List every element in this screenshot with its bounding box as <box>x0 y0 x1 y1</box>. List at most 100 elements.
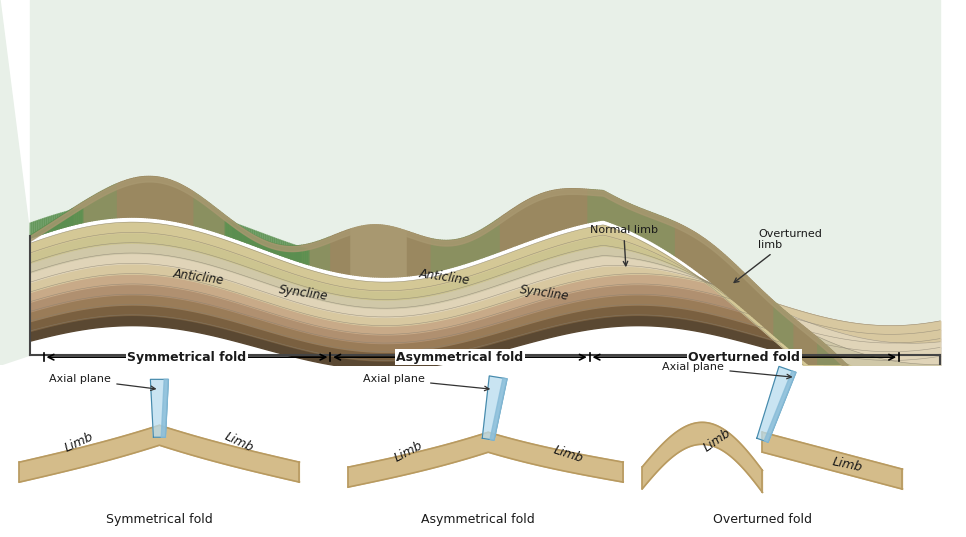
Polygon shape <box>307 244 309 265</box>
Polygon shape <box>500 216 502 251</box>
Polygon shape <box>384 226 385 277</box>
Polygon shape <box>903 410 905 426</box>
Polygon shape <box>642 209 644 237</box>
Polygon shape <box>781 308 783 343</box>
Polygon shape <box>510 210 511 248</box>
Polygon shape <box>305 249 307 264</box>
Polygon shape <box>32 234 34 237</box>
Polygon shape <box>141 177 143 217</box>
Polygon shape <box>285 242 287 258</box>
Polygon shape <box>900 414 901 424</box>
Polygon shape <box>800 323 802 359</box>
Polygon shape <box>65 212 67 227</box>
Polygon shape <box>39 229 41 235</box>
Polygon shape <box>87 199 88 222</box>
Polygon shape <box>346 230 348 274</box>
Polygon shape <box>303 248 305 264</box>
Polygon shape <box>818 338 819 373</box>
Polygon shape <box>788 314 790 350</box>
Polygon shape <box>406 231 408 276</box>
Polygon shape <box>884 401 885 417</box>
Polygon shape <box>258 232 260 248</box>
Polygon shape <box>477 231 478 259</box>
Polygon shape <box>537 195 539 238</box>
Polygon shape <box>675 222 677 257</box>
Polygon shape <box>885 402 887 417</box>
Polygon shape <box>595 190 597 221</box>
Polygon shape <box>127 179 128 217</box>
Polygon shape <box>531 197 533 240</box>
Polygon shape <box>581 189 582 224</box>
Polygon shape <box>104 188 106 219</box>
Polygon shape <box>790 316 792 351</box>
Polygon shape <box>891 404 893 420</box>
Text: Axial plane: Axial plane <box>49 374 156 390</box>
Polygon shape <box>648 212 650 241</box>
Polygon shape <box>355 227 356 275</box>
Polygon shape <box>30 235 32 238</box>
Polygon shape <box>338 233 340 273</box>
Polygon shape <box>283 245 285 257</box>
Polygon shape <box>382 225 384 277</box>
Polygon shape <box>896 411 898 423</box>
Polygon shape <box>687 228 689 265</box>
Polygon shape <box>262 233 264 249</box>
Polygon shape <box>792 317 794 352</box>
Polygon shape <box>494 221 495 254</box>
Polygon shape <box>400 229 402 277</box>
Polygon shape <box>447 241 449 268</box>
Polygon shape <box>469 235 471 262</box>
Polygon shape <box>387 226 389 277</box>
Polygon shape <box>868 387 870 409</box>
Polygon shape <box>170 180 172 221</box>
Polygon shape <box>677 223 679 258</box>
Polygon shape <box>778 305 780 340</box>
Polygon shape <box>726 257 728 296</box>
Polygon shape <box>659 215 661 247</box>
Text: Normal limb: Normal limb <box>589 225 658 266</box>
Text: Syncline: Syncline <box>277 283 328 303</box>
Polygon shape <box>402 230 404 277</box>
Polygon shape <box>54 215 55 230</box>
Polygon shape <box>242 227 243 242</box>
Polygon shape <box>918 416 920 432</box>
Polygon shape <box>771 299 772 333</box>
Polygon shape <box>887 403 889 418</box>
Polygon shape <box>334 234 336 272</box>
Polygon shape <box>466 236 468 263</box>
Polygon shape <box>318 241 320 268</box>
Polygon shape <box>451 240 453 267</box>
Polygon shape <box>262 239 264 249</box>
Polygon shape <box>519 204 521 244</box>
Polygon shape <box>278 244 280 255</box>
Polygon shape <box>628 203 630 230</box>
Polygon shape <box>303 245 305 264</box>
Polygon shape <box>508 211 510 249</box>
Polygon shape <box>65 213 67 227</box>
Polygon shape <box>679 224 681 260</box>
Polygon shape <box>293 246 295 260</box>
Polygon shape <box>198 195 200 227</box>
Polygon shape <box>136 177 137 217</box>
Polygon shape <box>0 0 30 365</box>
Polygon shape <box>157 177 159 219</box>
Polygon shape <box>245 230 247 243</box>
Polygon shape <box>426 237 428 273</box>
Polygon shape <box>153 177 154 218</box>
Polygon shape <box>229 221 231 237</box>
Polygon shape <box>81 208 83 223</box>
Polygon shape <box>19 425 299 482</box>
Polygon shape <box>692 231 694 269</box>
Polygon shape <box>404 230 406 277</box>
Polygon shape <box>266 241 267 250</box>
Polygon shape <box>145 177 147 217</box>
Polygon shape <box>67 211 69 227</box>
Polygon shape <box>900 409 901 424</box>
Polygon shape <box>231 222 233 237</box>
Polygon shape <box>546 192 548 235</box>
Polygon shape <box>410 232 412 276</box>
Polygon shape <box>533 197 535 239</box>
Polygon shape <box>838 356 839 388</box>
Polygon shape <box>283 241 285 257</box>
Polygon shape <box>634 206 636 233</box>
